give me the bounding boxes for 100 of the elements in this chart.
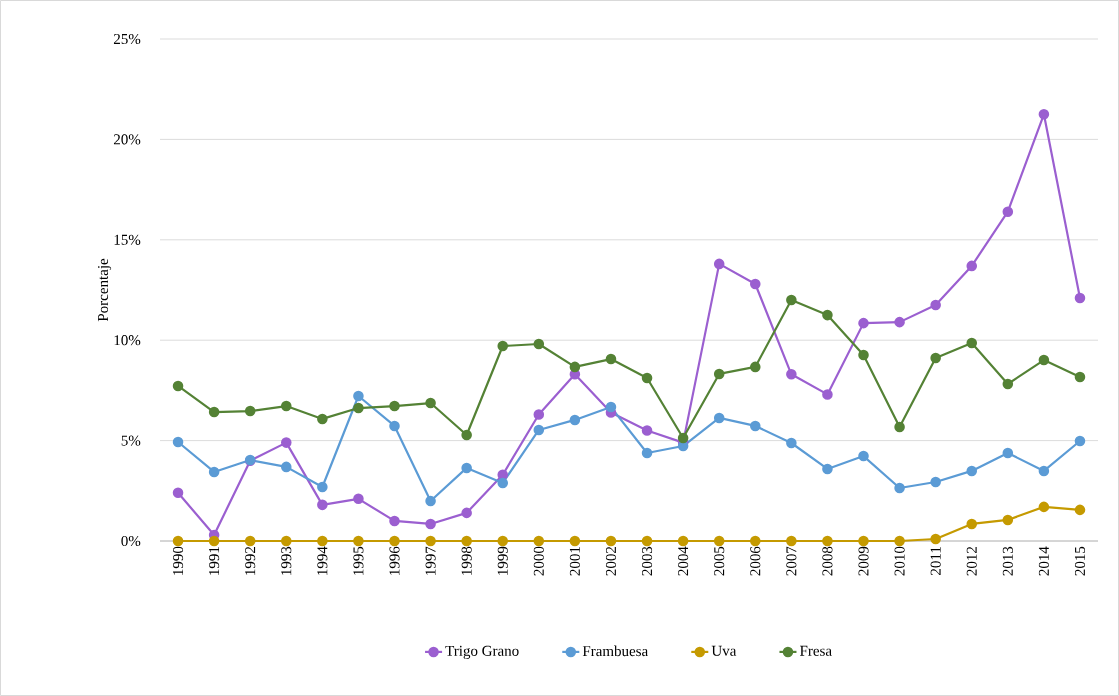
x-tick-label: 2014 xyxy=(1038,546,1049,576)
point xyxy=(966,465,978,477)
point xyxy=(208,466,220,478)
point xyxy=(1038,465,1050,477)
point xyxy=(425,535,436,547)
point xyxy=(822,389,833,400)
point xyxy=(425,397,436,409)
point xyxy=(353,390,364,402)
point xyxy=(389,535,400,547)
x-tick-label: 2013 xyxy=(1002,546,1013,576)
x-tick-label: 2007 xyxy=(786,546,797,576)
point xyxy=(1002,206,1014,217)
point xyxy=(389,400,400,412)
point xyxy=(1074,435,1086,447)
legend-label: Frambuesa xyxy=(582,645,648,657)
point xyxy=(497,340,509,352)
point xyxy=(786,535,797,547)
legend-label: Trigo Grano xyxy=(445,645,519,659)
point xyxy=(749,361,761,373)
point xyxy=(605,401,617,413)
point xyxy=(894,535,905,547)
point xyxy=(172,436,184,448)
x-tick-label: 2006 xyxy=(750,546,761,576)
x-tick-label: 1993 xyxy=(281,546,292,575)
point xyxy=(822,463,833,475)
point xyxy=(786,369,797,380)
point xyxy=(894,482,905,494)
point xyxy=(461,535,472,547)
point xyxy=(1074,371,1086,383)
x-tick-label: 2002 xyxy=(605,547,617,576)
point xyxy=(461,507,472,519)
point xyxy=(353,535,364,547)
point xyxy=(1038,109,1050,120)
point xyxy=(569,535,581,547)
point xyxy=(425,518,436,530)
point xyxy=(172,535,184,547)
x-tick-label: 2011 xyxy=(930,547,941,575)
point xyxy=(641,372,653,384)
point xyxy=(317,481,328,493)
y-tick-label: 20% xyxy=(113,134,141,145)
point xyxy=(858,535,869,547)
point xyxy=(858,317,869,329)
point xyxy=(1002,447,1014,459)
point xyxy=(1074,504,1086,516)
x-tick-label: 2005 xyxy=(714,546,725,576)
point xyxy=(858,349,869,361)
point xyxy=(244,405,256,417)
x-tick-label: 2008 xyxy=(822,546,833,576)
x-tick-label: 1999 xyxy=(497,546,508,575)
point xyxy=(677,432,689,444)
x-tick-label: 2003 xyxy=(641,546,653,576)
x-tick-label: 2012 xyxy=(966,547,977,576)
y-tick-label: 5% xyxy=(121,435,141,446)
point xyxy=(353,493,364,505)
x-tick-label: 2009 xyxy=(858,546,869,576)
point xyxy=(605,353,617,365)
point xyxy=(1038,501,1050,513)
legend-label: Uva xyxy=(711,645,737,656)
x-tick-label: 1996 xyxy=(389,546,400,575)
point xyxy=(389,420,400,432)
point xyxy=(894,421,905,433)
point xyxy=(569,414,581,426)
y-tick-label: 0% xyxy=(121,535,141,547)
x-tick-label: 2010 xyxy=(894,546,905,576)
point xyxy=(280,400,292,412)
point xyxy=(822,309,833,321)
point xyxy=(749,278,761,290)
point xyxy=(894,316,905,328)
point xyxy=(822,535,833,547)
y-tick-label: 10% xyxy=(114,335,141,346)
point xyxy=(425,495,436,507)
point xyxy=(966,337,978,349)
point xyxy=(533,409,545,420)
point xyxy=(533,424,545,436)
y-tick-label: 25% xyxy=(113,33,141,45)
point xyxy=(641,425,653,436)
point xyxy=(280,461,292,473)
y-tick-label: 15% xyxy=(114,234,141,245)
point xyxy=(497,535,509,547)
point xyxy=(317,535,328,547)
point xyxy=(713,258,725,270)
legend-label: Fresa xyxy=(799,645,832,656)
point xyxy=(930,352,941,364)
point xyxy=(713,368,725,380)
point xyxy=(786,294,797,306)
y-axis-title: Porcentaje xyxy=(97,258,112,322)
point xyxy=(641,535,653,547)
point xyxy=(930,476,941,488)
point xyxy=(605,535,617,547)
point xyxy=(1002,514,1014,526)
point xyxy=(317,499,328,511)
point xyxy=(930,299,941,311)
x-tick-label: 1990 xyxy=(172,546,184,575)
x-tick-label: 2004 xyxy=(678,546,689,576)
point xyxy=(461,462,472,474)
point xyxy=(858,450,869,462)
point xyxy=(713,412,725,424)
point xyxy=(208,406,220,418)
point xyxy=(497,477,509,489)
point xyxy=(353,402,364,414)
